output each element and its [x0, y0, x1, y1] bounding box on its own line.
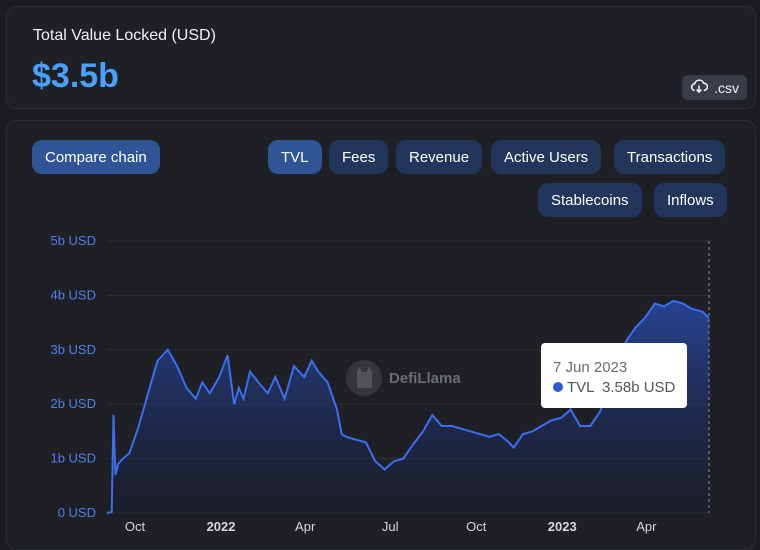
chart-tooltip: 7 Jun 2023 TVL 3.58b USD	[541, 343, 687, 408]
tab-revenue[interactable]: Revenue	[396, 140, 483, 174]
x-tick-label: Apr	[295, 519, 316, 534]
x-tick-label: Oct	[466, 519, 487, 534]
watermark: DefiLlama	[346, 360, 461, 396]
y-tick-label: 1b USD	[50, 451, 96, 466]
tvl-value: $3.5b	[32, 57, 119, 95]
x-tick-label: Jul	[382, 519, 399, 534]
y-tick-label: 3b USD	[50, 342, 96, 357]
tooltip-box	[541, 343, 687, 408]
llama-silhouette-icon	[357, 366, 372, 388]
x-tick-label: Oct	[125, 519, 146, 534]
tvl-series-line	[106, 299, 710, 514]
tooltip-date: 7 Jun 2023	[553, 359, 627, 376]
cloud-download-icon	[690, 78, 709, 97]
tooltip-series-dot	[553, 382, 563, 392]
y-tick-label: 5b USD	[50, 233, 96, 248]
x-tick-label: 2022	[207, 519, 236, 534]
csv-label: .csv	[714, 79, 739, 96]
x-tick-label: 2023	[548, 519, 577, 534]
tvl-summary-card: Total Value Locked (USD) $3.5b .csv	[6, 6, 756, 109]
tab-tvl[interactable]: TVL	[268, 140, 322, 174]
compare-chain-button[interactable]: Compare chain	[32, 140, 160, 174]
y-tick-label: 4b USD	[50, 287, 96, 302]
tab-stablecoins[interactable]: Stablecoins	[538, 183, 642, 217]
tab-inflows[interactable]: Inflows	[654, 183, 727, 217]
tab-active-users[interactable]: Active Users	[491, 140, 602, 174]
tvl-area-fill	[107, 300, 709, 513]
tab-transactions[interactable]: Transactions	[614, 140, 726, 174]
tooltip-series-name: TVL	[567, 379, 595, 396]
tooltip-value: 3.58b USD	[602, 379, 676, 396]
y-tick-label: 0 USD	[58, 505, 96, 520]
tvl-area-chart[interactable]: 0 USD 1b USD 2b USD 3b USD 4b USD 5b USD Oct 2…	[0, 0, 760, 538]
tab-fees[interactable]: Fees	[329, 140, 389, 174]
watermark-text: DefiLlama	[389, 370, 461, 387]
y-axis: 0 USD 1b USD 2b USD 3b USD 4b USD 5b USD	[50, 233, 96, 520]
csv-download-button[interactable]: .csv	[682, 75, 747, 100]
x-axis: Oct 2022 Apr Jul Oct 2023 Apr	[125, 519, 657, 534]
y-tick-label: 2b USD	[50, 396, 96, 411]
x-tick-label: Apr	[636, 519, 657, 534]
tvl-title: Total Value Locked (USD)	[33, 27, 216, 44]
